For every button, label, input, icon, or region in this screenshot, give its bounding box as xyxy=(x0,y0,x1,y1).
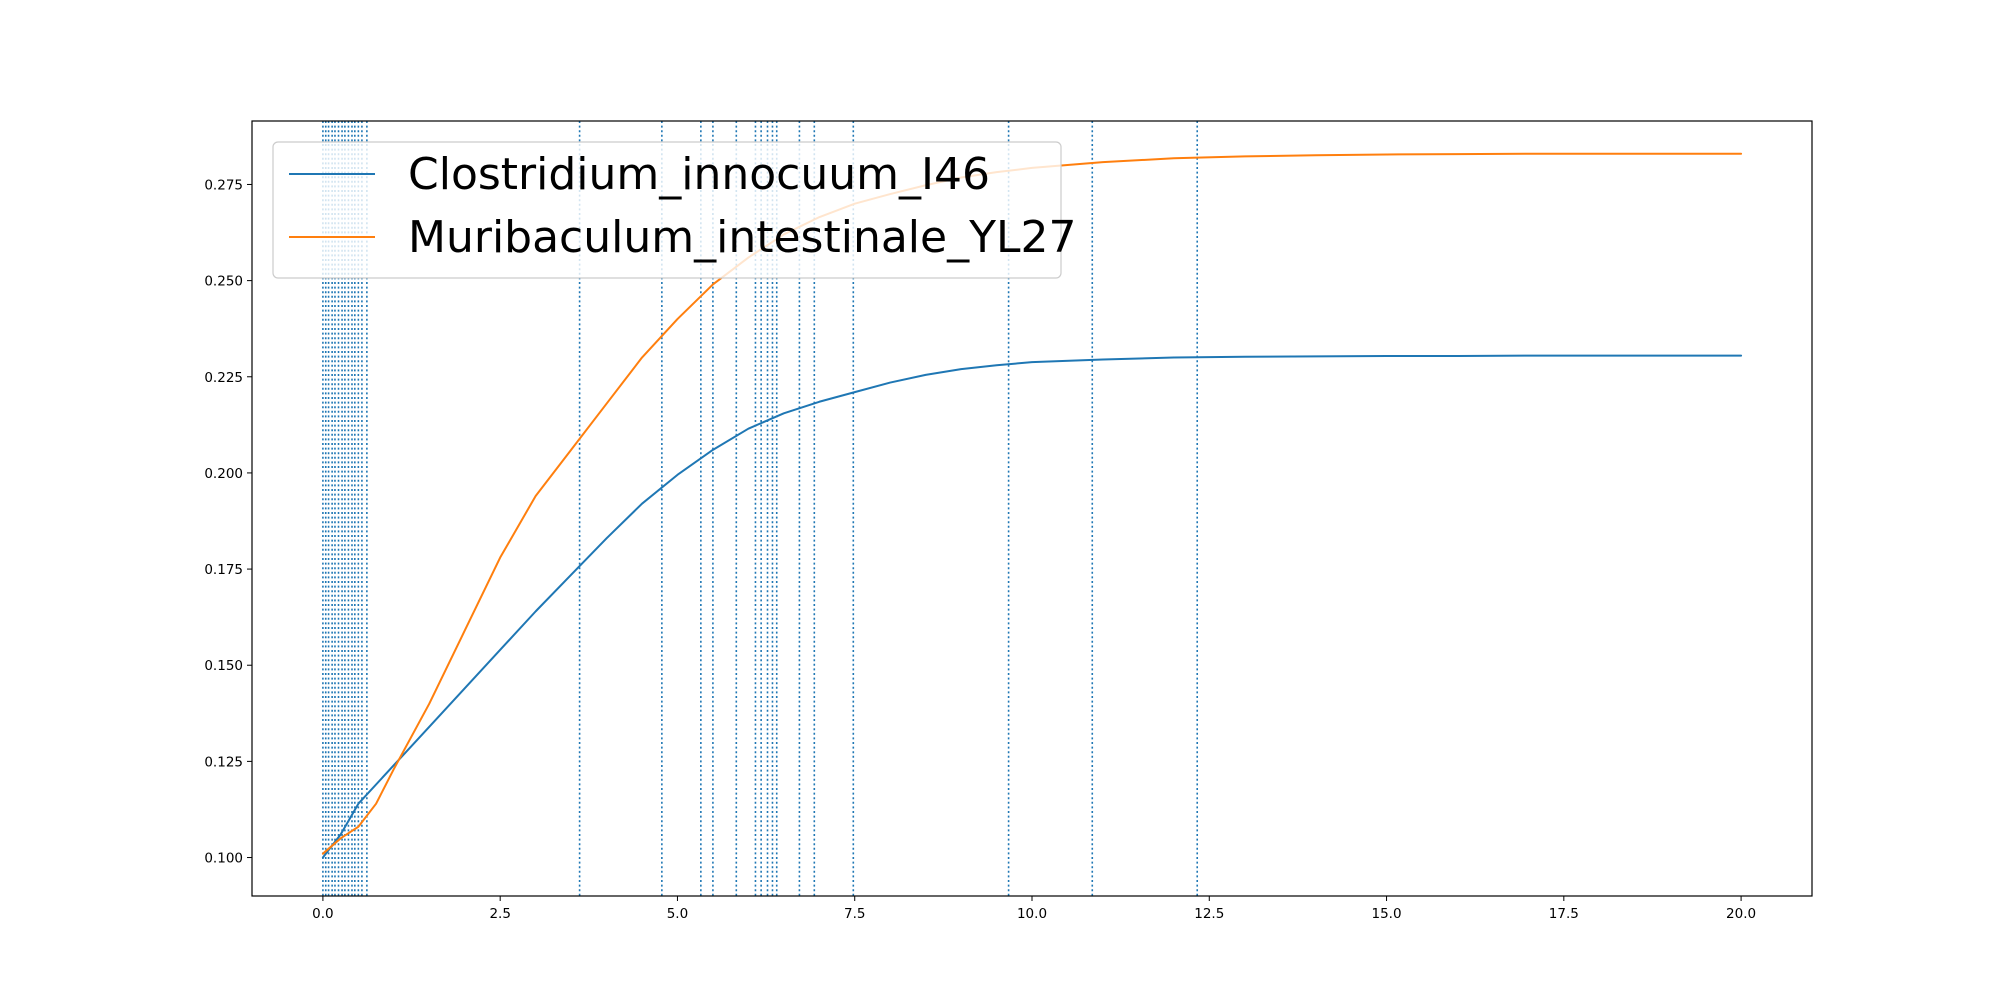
x-tick-label: 10.0 xyxy=(1017,906,1047,922)
y-tick-label: 0.275 xyxy=(204,177,243,193)
legend-label-0: Clostridium_innocuum_I46 xyxy=(408,149,990,200)
y-tick-label: 0.100 xyxy=(204,851,243,867)
y-tick-label: 0.175 xyxy=(204,562,243,578)
y-tick-label: 0.250 xyxy=(204,274,243,290)
y-axis: 0.100 0.125 0.150 0.175 0.200 0.225 0.250 0.275 xyxy=(204,177,252,867)
x-tick-label: 20.0 xyxy=(1726,906,1756,922)
y-tick-label: 0.125 xyxy=(204,754,243,770)
x-tick-label: 12.5 xyxy=(1194,906,1224,922)
y-tick-label: 0.200 xyxy=(204,466,243,482)
x-tick-label: 17.5 xyxy=(1549,906,1579,922)
legend-label-1: Muribaculum_intestinale_YL27 xyxy=(408,212,1076,263)
legend: Clostridium_innocuum_I46 Muribaculum_inte… xyxy=(272,141,1076,279)
x-tick-label: 2.5 xyxy=(489,906,510,922)
legend-box xyxy=(272,141,1062,279)
x-tick-label: 0.0 xyxy=(312,906,333,922)
x-axis: 0.0 2.5 5.0 7.5 10.0 12.5 15.0 17.5 20.0 xyxy=(312,896,1756,922)
x-tick-label: 15.0 xyxy=(1372,906,1402,922)
series-line-0 xyxy=(321,354,1743,859)
x-tick-label: 5.0 xyxy=(667,906,688,922)
x-tick-label: 7.5 xyxy=(844,906,865,922)
y-tick-label: 0.225 xyxy=(204,370,243,386)
y-tick-label: 0.150 xyxy=(204,658,243,674)
